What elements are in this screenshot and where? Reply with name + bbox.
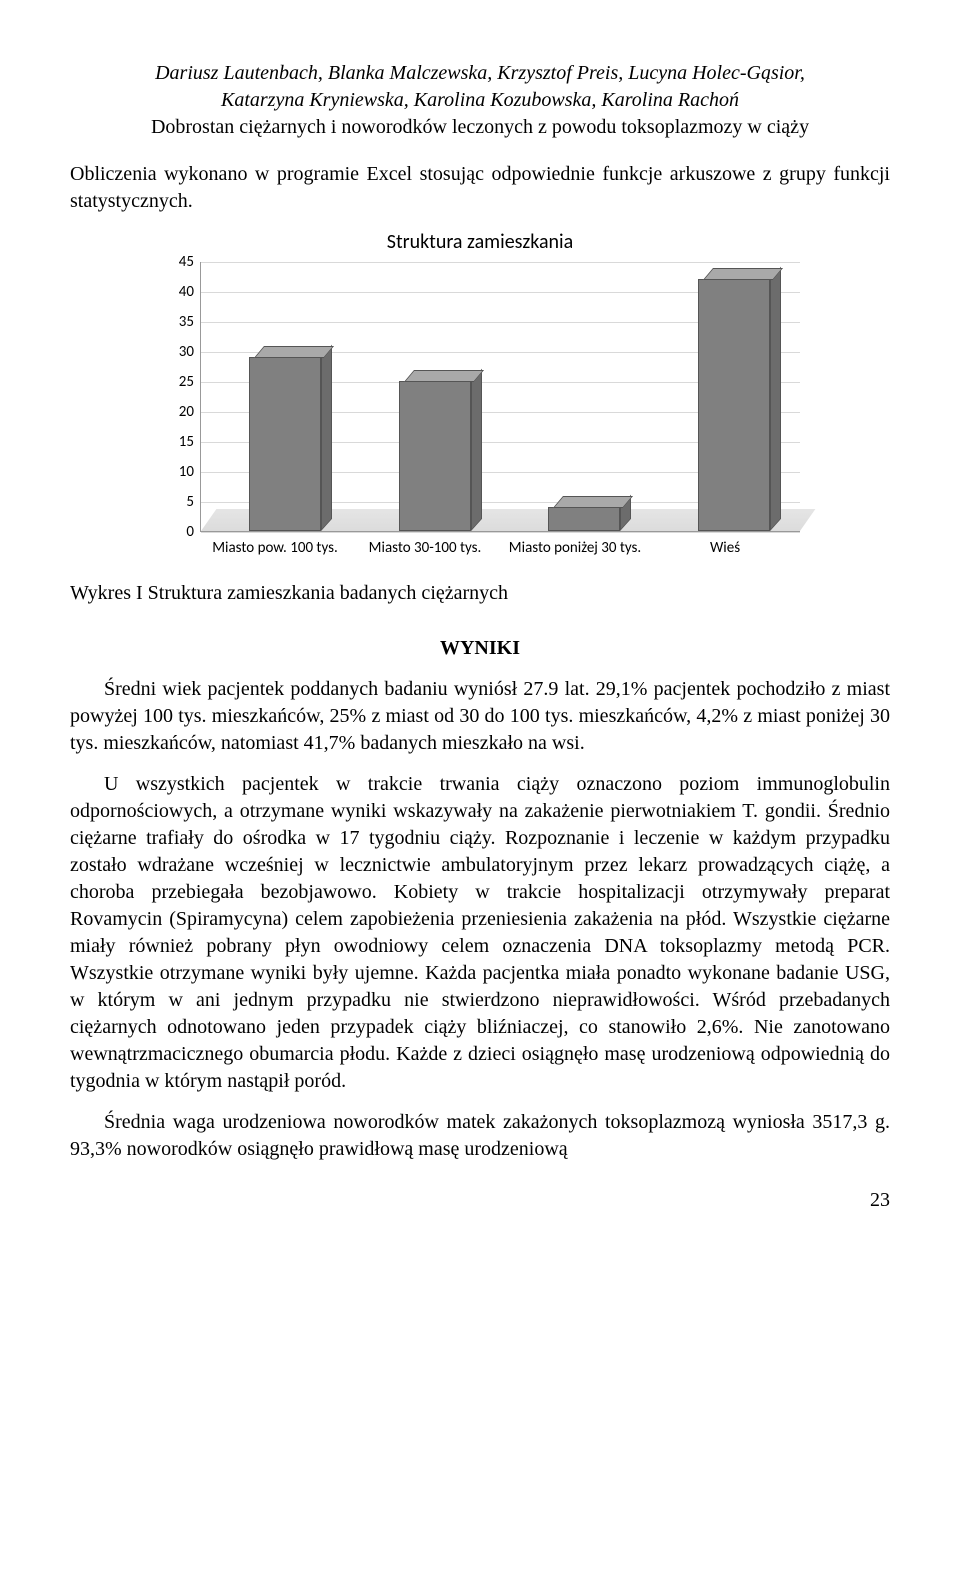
y-tick-label: 35 <box>179 312 194 332</box>
body-paragraph-2: U wszystkich pacjentek w trakcie trwania… <box>70 771 890 1095</box>
x-tick-label: Wieś <box>650 532 800 558</box>
bar <box>698 279 770 531</box>
bar <box>548 507 620 531</box>
y-tick-label: 5 <box>186 492 194 512</box>
grid-line <box>201 262 800 263</box>
body-paragraph-1: Średni wiek pacjentek poddanych badaniu … <box>70 676 890 757</box>
bar-front <box>698 279 770 531</box>
y-tick-label: 10 <box>179 462 194 482</box>
author-line-1: Dariusz Lautenbach, Blanka Malczewska, K… <box>70 60 890 87</box>
plot-wrapper <box>200 262 800 532</box>
x-axis-labels: Miasto pow. 100 tys.Miasto 30-100 tys.Mi… <box>200 532 800 558</box>
y-axis: 051015202530354045 <box>160 262 200 532</box>
section-heading: WYNIKI <box>70 635 890 662</box>
y-tick-label: 25 <box>179 372 194 392</box>
bar-front <box>548 507 620 531</box>
bar-top <box>254 346 334 358</box>
bar-top <box>703 268 783 280</box>
x-tick-label: Miasto poniżej 30 tys. <box>500 532 650 558</box>
bar-side <box>471 369 482 531</box>
document-header: Dariusz Lautenbach, Blanka Malczewska, K… <box>70 60 890 141</box>
chart-container: 051015202530354045 Miasto pow. 100 tys.M… <box>160 262 800 558</box>
bar-side <box>321 345 332 531</box>
intro-paragraph: Obliczenia wykonano w programie Excel st… <box>70 161 890 215</box>
y-tick-label: 45 <box>179 252 194 272</box>
chart-area: 051015202530354045 <box>160 262 800 532</box>
x-tick-label: Miasto 30-100 tys. <box>350 532 500 558</box>
plot <box>200 262 800 532</box>
body-paragraph-3: Średnia waga urodzeniowa noworodków mate… <box>70 1109 890 1163</box>
y-tick-label: 30 <box>179 342 194 362</box>
y-tick-label: 15 <box>179 432 194 452</box>
y-tick-label: 40 <box>179 282 194 302</box>
page-number: 23 <box>70 1187 890 1214</box>
grid-line <box>201 532 800 533</box>
bar <box>399 381 471 531</box>
y-tick-label: 0 <box>186 522 194 542</box>
chart-caption: Wykres I Struktura zamieszkania badanych… <box>70 580 890 607</box>
author-line-2: Katarzyna Kryniewska, Karolina Kozubowsk… <box>70 87 890 114</box>
bar-front <box>399 381 471 531</box>
bar-top <box>553 496 633 508</box>
bar-side <box>770 267 781 531</box>
bar-front <box>249 357 321 531</box>
bar-top <box>404 370 484 382</box>
y-tick-label: 20 <box>179 402 194 422</box>
bar <box>249 357 321 531</box>
x-tick-label: Miasto pow. 100 tys. <box>200 532 350 558</box>
title-line: Dobrostan ciężarnych i noworodków leczon… <box>70 114 890 141</box>
